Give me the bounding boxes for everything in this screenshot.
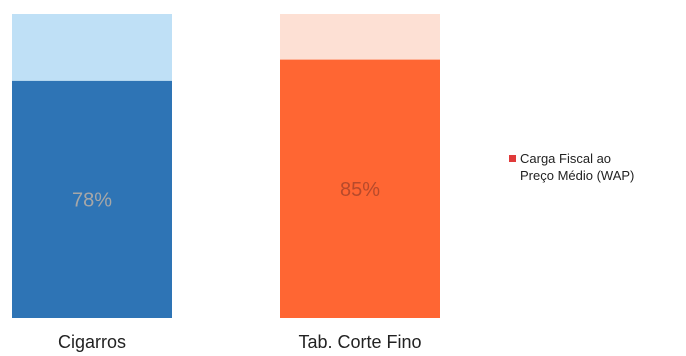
category-label-0: Cigarros	[58, 332, 126, 352]
category-label-1: Tab. Corte Fino	[298, 332, 421, 352]
bar-remainder-1	[280, 14, 440, 60]
bar-tax-burden-0	[12, 80, 172, 318]
labels-layer: 78% Cigarros 85% Tab. Corte Fino	[58, 179, 422, 352]
bar-tax-burden-1	[280, 59, 440, 318]
bar-remainder-0	[12, 14, 172, 81]
data-label-0: 78%	[72, 189, 112, 211]
data-label-1: 85%	[340, 179, 380, 201]
bars-layer	[12, 14, 440, 318]
chart-legend: Carga Fiscal ao Preço Médio (WAP)	[509, 150, 686, 184]
legend-swatch	[509, 155, 516, 162]
legend-label: Carga Fiscal ao Preço Médio (WAP)	[520, 151, 635, 183]
